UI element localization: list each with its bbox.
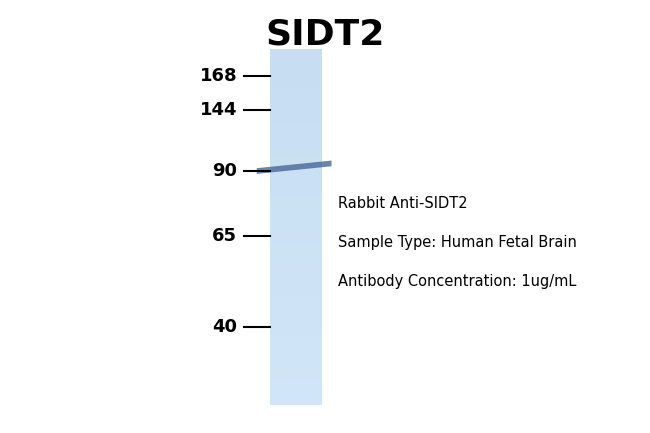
Text: 144: 144 xyxy=(200,101,237,120)
Text: 40: 40 xyxy=(213,318,237,336)
Text: Antibody Concentration: 1ug/mL: Antibody Concentration: 1ug/mL xyxy=(338,274,577,289)
Text: Rabbit Anti-SIDT2: Rabbit Anti-SIDT2 xyxy=(338,196,467,211)
Text: SIDT2: SIDT2 xyxy=(265,17,385,52)
Text: 90: 90 xyxy=(213,162,237,180)
Text: 168: 168 xyxy=(200,67,237,85)
Text: 65: 65 xyxy=(213,227,237,245)
Text: Sample Type: Human Fetal Brain: Sample Type: Human Fetal Brain xyxy=(338,235,577,250)
Polygon shape xyxy=(257,161,332,174)
